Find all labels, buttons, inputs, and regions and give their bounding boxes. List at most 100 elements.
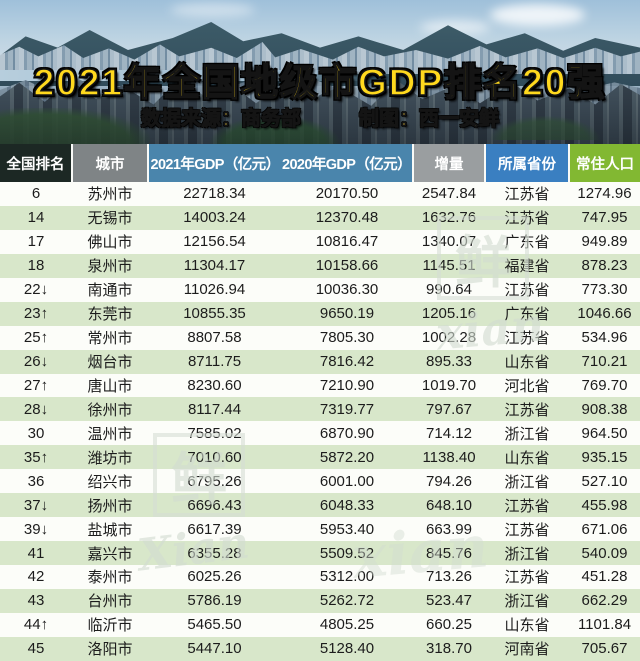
cell-population: 949.89 (581, 233, 628, 251)
cell-increase: 523.47 (426, 592, 472, 610)
cell-population: 527.10 (581, 472, 628, 490)
cell-province: 江苏省 (504, 330, 550, 348)
cell-rank: 18 (27, 257, 45, 275)
cell-city: 嘉兴市 (87, 545, 133, 563)
cell-city: 无锡市 (87, 210, 133, 228)
cell-population: 1101.84 (577, 616, 632, 634)
table-row: 18 泉州市 11304.17 10158.66 1145.51 福建省 878.23 (0, 253, 640, 278)
cell-increase: 714.12 (426, 424, 472, 442)
cell-rank: 6 (31, 185, 41, 203)
cell-province: 山东省 (504, 354, 550, 372)
cell-province: 浙江省 (504, 473, 550, 491)
cell-province: 江苏省 (504, 282, 550, 300)
cell-increase: 318.70 (426, 640, 472, 658)
cell-city: 东莞市 (87, 306, 133, 324)
cell-province: 江苏省 (504, 521, 550, 539)
cell-increase: 663.99 (426, 520, 472, 538)
cell-city: 绍兴市 (87, 473, 133, 491)
cell-province: 广东省 (504, 234, 550, 252)
cell-gdp-2021: 10855.35 (183, 305, 246, 323)
cell-province: 山东省 (504, 617, 550, 635)
table-body: 6 苏州市 22718.34 20170.50 2547.84 江苏省 1274.96 14 无… (0, 182, 640, 661)
data-source-label: 数据来源：商务部 (141, 108, 302, 131)
cell-gdp-2021: 6696.43 (187, 496, 242, 514)
cell-rank: 43 (27, 592, 45, 610)
table-row: 23↑ 东莞市 10855.35 9650.19 1205.16 广东省 1046.66 (0, 301, 640, 326)
column-header-city: 城市 (71, 144, 148, 182)
cell-population: 540.09 (581, 544, 628, 562)
cell-gdp-2020: 7816.42 (319, 353, 375, 371)
cell-gdp-2021: 6795.26 (187, 472, 242, 490)
column-header-province: 所属省份 (484, 144, 569, 182)
cloud-shape (490, 4, 585, 26)
cell-city: 泉州市 (87, 258, 133, 276)
cell-population: 878.23 (581, 257, 628, 275)
cell-gdp-2021: 5465.50 (187, 616, 242, 634)
table-row: 22↓ 南通市 11026.94 10036.30 990.64 江苏省 773.30 (0, 277, 640, 302)
cell-province: 浙江省 (504, 425, 550, 443)
cell-population: 705.67 (581, 640, 628, 658)
cell-city: 潍坊市 (87, 449, 133, 467)
cell-gdp-2021: 8711.75 (187, 353, 242, 371)
column-header-population: 常住人口 (568, 144, 640, 182)
cell-province: 江苏省 (504, 497, 550, 515)
cell-population: 455.98 (581, 496, 628, 514)
cell-gdp-2020: 9650.19 (319, 305, 375, 323)
cell-gdp-2020: 5509.52 (319, 544, 375, 562)
table-header: 全国排名 城市 2021年GDP（亿元） 2020年GDP（亿元） 增量 所属省… (0, 144, 640, 182)
cell-population: 451.28 (581, 568, 628, 586)
cell-gdp-2021: 22718.34 (183, 185, 246, 203)
cell-gdp-2021: 5447.10 (187, 640, 242, 658)
table-row: 42 泰州市 6025.26 5312.00 713.26 江苏省 451.28 (0, 565, 640, 589)
cell-city: 南通市 (87, 282, 133, 300)
table-row: 36 绍兴市 6795.26 6001.00 794.26 浙江省 527.10 (0, 469, 640, 494)
cell-city: 唐山市 (87, 377, 133, 395)
table-row: 37↓ 扬州市 6696.43 6048.33 648.10 江苏省 455.98 (0, 493, 640, 518)
table-row: 28↓ 徐州市 8117.44 7319.77 797.67 江苏省 908.38 (0, 397, 640, 422)
cell-province: 江苏省 (504, 401, 550, 419)
cell-gdp-2020: 6870.90 (319, 424, 375, 442)
cell-population: 964.50 (581, 424, 628, 442)
cell-gdp-2021: 5786.19 (187, 592, 242, 610)
cell-rank: 36 (27, 472, 45, 490)
cell-increase: 794.26 (426, 472, 472, 490)
table-row: 17 佛山市 12156.54 10816.47 1340.07 广东省 949.89 (0, 229, 640, 254)
column-header-gdp-2021: 2021年GDP（亿元） (147, 144, 281, 182)
cell-city: 烟台市 (87, 354, 133, 372)
cell-increase: 2547.84 (421, 185, 477, 203)
credit-label: 制图：西一安鲜 (359, 108, 500, 131)
cell-city: 泰州市 (87, 569, 133, 587)
cell-gdp-2021: 6025.26 (187, 568, 242, 586)
cell-gdp-2021: 7010.60 (187, 448, 242, 466)
cell-province: 浙江省 (504, 545, 550, 563)
cell-population: 534.96 (581, 329, 628, 347)
cell-gdp-2021: 8117.44 (187, 400, 242, 418)
table-row: 30 温州市 7585.02 6870.90 714.12 浙江省 964.50 (0, 421, 640, 446)
cell-increase: 1145.51 (422, 257, 476, 275)
cell-population: 747.95 (581, 209, 628, 227)
cell-city: 临沂市 (87, 617, 133, 635)
cell-population: 769.70 (581, 376, 628, 394)
cell-gdp-2020: 12370.48 (315, 209, 379, 227)
cell-province: 河南省 (504, 641, 550, 659)
cell-city: 徐州市 (87, 401, 133, 419)
cell-increase: 895.33 (426, 353, 472, 371)
cell-city: 温州市 (87, 425, 133, 443)
cell-population: 773.30 (581, 281, 628, 299)
cell-rank: 37↓ (23, 496, 49, 514)
cell-gdp-2021: 11304.17 (183, 257, 246, 275)
cell-province: 江苏省 (504, 186, 550, 204)
cell-province: 浙江省 (504, 593, 550, 611)
cell-gdp-2020: 10158.66 (315, 257, 379, 275)
poster-title: 2021年全国地级市GDP排名20强 (33, 61, 607, 104)
cell-population: 908.38 (581, 400, 628, 418)
cell-rank: 23↑ (23, 305, 49, 323)
cell-gdp-2020: 7210.90 (319, 376, 375, 394)
cell-province: 福建省 (504, 258, 550, 276)
table-row: 27↑ 唐山市 8230.60 7210.90 1019.70 河北省 769.70 (0, 373, 640, 398)
cell-rank: 42 (27, 568, 45, 586)
cell-gdp-2021: 7585.02 (187, 424, 242, 442)
cell-population: 662.29 (581, 592, 628, 610)
cell-rank: 17 (27, 233, 45, 251)
